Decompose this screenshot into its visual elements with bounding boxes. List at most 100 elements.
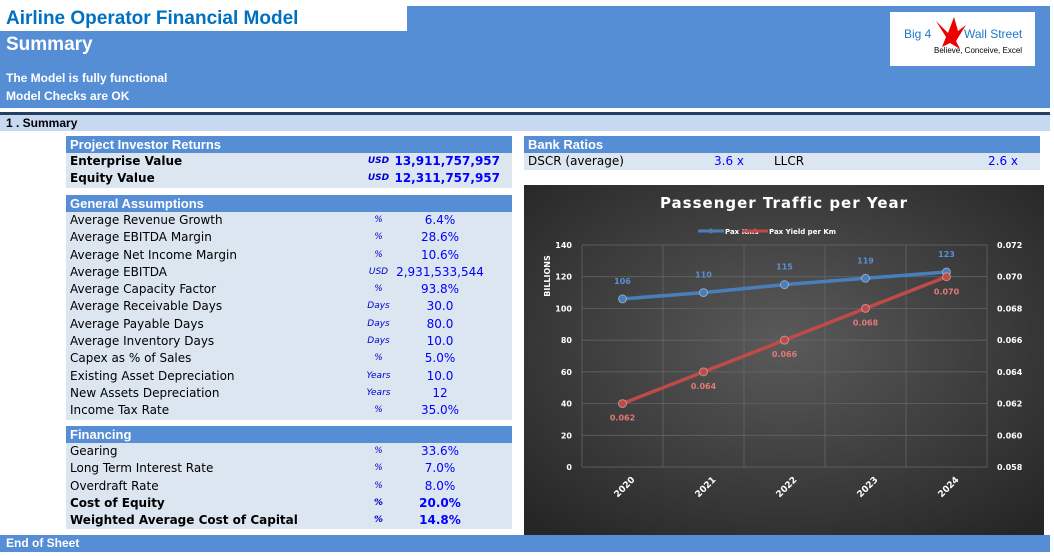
row-label: Gearing <box>70 444 118 458</box>
y-tick-label: 40 <box>561 400 573 409</box>
table-row: Weighted Average Cost of Capital% 14.8% <box>66 512 512 530</box>
y-tick-label: 100 <box>555 304 572 313</box>
legend-marker <box>752 228 758 234</box>
row-unit: % <box>374 284 383 295</box>
row-value: 8.0% <box>424 478 456 493</box>
page-title: Airline Operator Financial Model <box>0 6 407 31</box>
row-value: 93.8% <box>420 282 460 297</box>
row-value: 35.0% <box>420 403 460 418</box>
data-label: 123 <box>938 250 955 259</box>
row-unit: % <box>374 353 383 364</box>
row-label: Equity Value <box>70 171 155 186</box>
row-label: Existing Asset Depreciation <box>70 368 235 383</box>
data-label: 0.062 <box>610 414 635 423</box>
logo-tagline: Believe, Conceive, Excel <box>934 46 1023 55</box>
data-label: 0.070 <box>934 288 960 297</box>
table-row: Average Capacity Factor% 93.8% <box>66 281 512 299</box>
financing-table: Financing Gearing% 33.6% Long Term Interes… <box>66 426 512 530</box>
data-label: 0.066 <box>772 350 798 359</box>
divider <box>0 112 1050 115</box>
eagle-icon <box>936 17 966 49</box>
table-header: Project Investor Returns <box>66 136 512 153</box>
row-unit: % <box>374 232 383 243</box>
row-unit: Days <box>367 336 390 347</box>
data-point <box>699 288 708 298</box>
y2-tick-label: 0.066 <box>997 336 1023 345</box>
logo: Big 4 Wall Street Believe, Conceive, Exc… <box>890 12 1035 66</box>
table-row: Average Net Income Margin% 10.6% <box>66 246 512 264</box>
table-row: DSCR (average) 3.6 x LLCR 2.6 x <box>524 153 1040 171</box>
y2-tick-label: 0.060 <box>997 431 1023 440</box>
data-label: 115 <box>776 263 793 272</box>
data-point <box>942 272 951 282</box>
row-unit: Days <box>367 318 390 329</box>
data-point <box>861 273 870 283</box>
data-point <box>618 294 627 304</box>
chart-background <box>524 185 1044 535</box>
row-value: 2,931,533,544 <box>396 264 484 279</box>
y-tick-label: 0 <box>566 463 572 472</box>
dscr-value: 3.6 x <box>714 154 744 168</box>
data-label: 106 <box>614 277 631 286</box>
row-unit: % <box>374 463 383 474</box>
row-unit: % <box>374 446 383 456</box>
legend-marker <box>708 228 714 234</box>
status-functional: The Model is fully functional <box>6 71 168 85</box>
row-label: Average Payable Days <box>70 316 204 331</box>
chart-title: Passenger Traffic per Year <box>660 194 908 212</box>
legend-item: Pax Kms <box>725 228 759 236</box>
general-assumptions-table: General Assumptions Average Revenue Grow… <box>66 195 512 420</box>
y-axis-label: BILLIONS <box>543 255 552 297</box>
legend-item: Pax Yield per Km <box>769 228 836 236</box>
table-header: Bank Ratios <box>524 136 1040 153</box>
y2-tick-label: 0.058 <box>997 463 1023 472</box>
table-row: Average EBITDA Margin% 28.6% <box>66 229 512 247</box>
row-value: 10.6% <box>420 247 460 262</box>
table-row: Long Term Interest Rate% 7.0% <box>66 460 512 478</box>
row-unit: % <box>374 405 383 416</box>
investor-returns-table: Project Investor Returns Enterprise Valu… <box>66 136 512 188</box>
row-value: 33.6% <box>420 444 460 458</box>
row-unit: % <box>373 497 384 508</box>
row-label: Average Capacity Factor <box>70 282 217 297</box>
y-tick-label: 80 <box>561 336 573 345</box>
y-tick-label: 60 <box>561 368 573 377</box>
section-header: 1 . Summary <box>0 115 1050 131</box>
y-tick-label: 140 <box>555 241 572 250</box>
row-label: Weighted Average Cost of Capital <box>70 513 298 528</box>
table-row: Capex as % of Sales% 5.0% <box>66 350 512 368</box>
table-row: Average Revenue Growth% 6.4% <box>66 212 512 230</box>
table-row: Cost of Equity% 20.0% <box>66 494 512 513</box>
row-label: Average Receivable Days <box>70 299 223 314</box>
row-unit: USD <box>368 266 389 277</box>
y-tick-label: 20 <box>561 431 573 440</box>
row-label: Average EBITDA <box>70 264 168 279</box>
row-unit: USD <box>367 156 390 166</box>
data-label: 0.064 <box>691 382 717 391</box>
data-point <box>699 367 708 377</box>
row-value: 6.4% <box>424 213 456 227</box>
row-unit: % <box>374 480 383 491</box>
row-value: 10.0 <box>426 368 454 383</box>
data-label: 0.068 <box>853 318 879 327</box>
y2-tick-label: 0.062 <box>997 400 1022 409</box>
page-subtitle: Summary <box>6 34 93 55</box>
row-unit: % <box>374 215 383 225</box>
data-point <box>780 280 789 290</box>
row-label: Income Tax Rate <box>70 403 170 418</box>
row-value: 20.0% <box>419 495 461 510</box>
table-header: Financing <box>66 426 512 443</box>
row-label: New Assets Depreciation <box>70 385 220 400</box>
table-row: Existing Asset Depreciation Years 10.0 <box>66 367 512 385</box>
y2-tick-label: 0.070 <box>997 273 1023 282</box>
row-label: Overdraft Rate <box>70 478 159 493</box>
logo-text-right: Wall Street <box>964 27 1023 41</box>
y2-tick-label: 0.064 <box>997 368 1023 377</box>
row-value: 7.0% <box>424 461 456 476</box>
row-label: Long Term Interest Rate <box>70 461 214 476</box>
y2-tick-label: 0.072 <box>997 241 1022 250</box>
y-tick-label: 120 <box>555 273 572 282</box>
status-checks: Model Checks are OK <box>6 89 130 103</box>
table-row: Gearing% 33.6% <box>66 443 512 461</box>
row-value: 13,911,757,957 <box>394 154 500 168</box>
